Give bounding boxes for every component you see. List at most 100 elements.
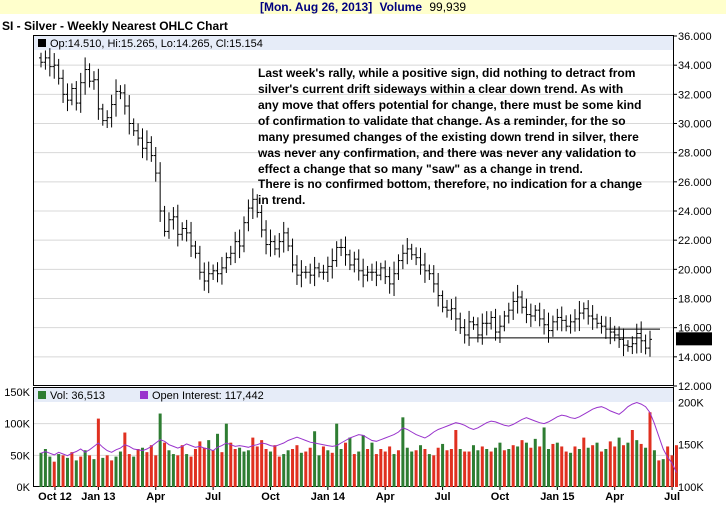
volume-bar <box>291 449 295 487</box>
ohlc-bar <box>515 284 520 314</box>
ohlc-bar <box>140 128 145 159</box>
volume-bar <box>321 446 325 487</box>
volume-bar <box>560 446 564 487</box>
volume-bar <box>167 450 171 487</box>
header-bar <box>0 0 726 14</box>
volume-bar <box>92 459 96 487</box>
volume-bar <box>458 449 462 487</box>
volume-bar <box>582 437 586 487</box>
volume-bar <box>666 446 670 487</box>
ohlc-bar <box>533 305 538 322</box>
ohlc-bar <box>356 249 361 281</box>
ohlc-bar <box>109 94 114 128</box>
ohlc-bar <box>272 235 277 256</box>
ohlc-bar <box>581 302 586 320</box>
ohlc-bar <box>268 229 273 257</box>
ohlc-bar <box>317 262 322 278</box>
volume-bar <box>193 449 197 487</box>
header-date: [Mon. Aug 26, 2013] <box>260 0 372 14</box>
ohlc-bar <box>524 298 529 324</box>
price-y-tick-label: 32.000 <box>678 89 712 101</box>
volume-bar <box>110 460 114 487</box>
price-y-tick-label: 26.000 <box>678 177 712 189</box>
vol-legend-swatch <box>38 391 46 399</box>
volume-bar <box>569 452 573 487</box>
volume-bar <box>251 437 255 487</box>
volume-bar <box>282 454 286 487</box>
x-tick-label: Apr <box>605 491 625 503</box>
x-tick-label: Jan 15 <box>540 491 574 503</box>
volume-bar <box>445 450 449 487</box>
ohlc-bar <box>91 71 96 90</box>
ohlc-bar <box>361 258 366 288</box>
volume-bar <box>246 450 250 487</box>
volume-bar <box>423 449 427 487</box>
volume-bar <box>507 449 511 487</box>
volume-bar <box>118 451 122 487</box>
volume-bar <box>366 449 370 487</box>
price-y-tick-label: 28.000 <box>678 148 712 160</box>
ohlc-bar <box>436 272 441 307</box>
volume-bar <box>233 449 237 487</box>
open-interest-y-tick-label: 100K <box>678 482 704 494</box>
x-tick-label: Apr <box>376 491 396 503</box>
ohlc-bar <box>537 302 542 327</box>
volume-bar <box>207 440 211 487</box>
volume-bar <box>516 446 520 487</box>
open-interest-y-tick-label: 150K <box>678 440 704 452</box>
x-tick-label: Jul <box>205 491 221 503</box>
oi-legend-label: Open Interest: 117,442 <box>152 390 264 402</box>
price-y-tick-label: 24.000 <box>678 206 712 218</box>
price-y-axis: 36.000 34.000 32.000 30.000 28.000 26.000 24.0… <box>673 31 712 393</box>
volume-bar <box>83 450 87 487</box>
volume-bar <box>180 445 184 487</box>
x-tick-label: Oct <box>261 491 280 503</box>
ohlc-bar <box>166 212 171 239</box>
volume-bar <box>533 438 537 487</box>
ohlc-bar <box>286 227 291 252</box>
time-x-axis: Oct 12 Jan 13 Apr Jul Oct Jan 14 Apr Jul Oct Jan … <box>38 487 680 503</box>
volume-bar <box>674 445 678 487</box>
ohlc-bar <box>127 95 132 135</box>
volume-bar <box>357 451 361 487</box>
volume-bar <box>657 460 661 487</box>
volume-bar <box>136 449 140 487</box>
vol-legend-label: Vol: 36,513 <box>50 390 105 402</box>
ohlc-bar <box>219 256 224 285</box>
volume-bar <box>476 450 480 487</box>
ohlc-bar <box>643 334 648 355</box>
volume-bar <box>348 437 352 487</box>
volume-bar <box>370 442 374 487</box>
ohlc-bar <box>233 231 238 264</box>
ohlc-bar <box>577 300 582 332</box>
volume-bar <box>70 452 74 487</box>
ohlc-bar <box>65 83 70 112</box>
ohlc-bar <box>87 63 92 88</box>
ohlc-bar <box>383 260 388 285</box>
ohlc-bar <box>39 52 43 68</box>
ohlc-bar <box>206 261 211 294</box>
volume-bar <box>511 445 515 487</box>
commentary-paragraph-1: Last week's rally, while a positive sign… <box>257 66 645 176</box>
ohlc-bar <box>550 315 555 337</box>
ohlc-bar <box>343 236 348 266</box>
ohlc-bar <box>400 244 405 270</box>
volume-bar <box>379 449 383 487</box>
ohlc-bar <box>325 256 330 283</box>
oi-legend-swatch <box>140 391 148 399</box>
volume-bar <box>123 432 127 487</box>
volume-bar <box>524 442 528 487</box>
volume-bar <box>299 452 303 487</box>
volume-bar <box>604 449 608 487</box>
ohlc-bar <box>586 300 591 325</box>
volume-bar <box>617 437 621 487</box>
ohlc-bar <box>599 315 604 334</box>
ohlc-bar <box>96 68 101 120</box>
ohlc-bar <box>158 162 163 222</box>
x-tick-label: Oct 12 <box>38 491 72 503</box>
volume-bar <box>613 446 617 487</box>
ohlc-bar <box>228 245 233 266</box>
volume-bar <box>330 452 334 487</box>
volume-bar <box>405 447 409 487</box>
ohlc-bar <box>462 319 467 344</box>
